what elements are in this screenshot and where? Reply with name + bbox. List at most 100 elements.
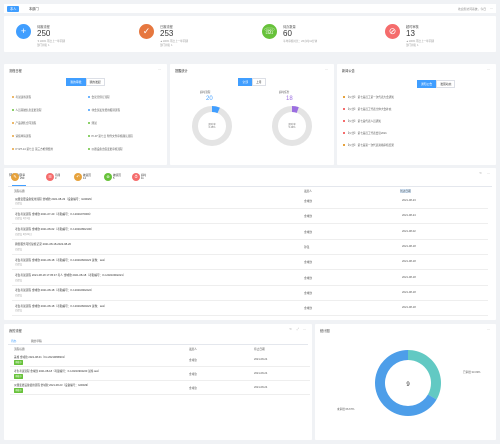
timeout-rate: 超时率 5.49% (288, 123, 296, 129)
stat-pending[interactable]: + 待審流程 250 ▼100% 环比上一年同期 部门排名 1 (4, 16, 127, 52)
more-icon[interactable]: ⋯ (157, 67, 161, 71)
process-item[interactable]: 考试试卷流程 (12, 95, 82, 99)
row-title[interactable]: 仪器变更设备使用流程 金域欣 2021-08-23（设备编号：G00029） (14, 384, 90, 387)
phone-icon: ☏ (262, 24, 277, 39)
timeout-task-count: 18 (286, 96, 293, 102)
stat-timeout[interactable]: ⊘ 超时审核 13 ▲100% 环比上一年同期 部门排名 1 (373, 16, 496, 52)
table-row[interactable]: 仪器变更设备使用流程 金域欣 2021-08-23（设备编号：G00029） 审… (10, 381, 310, 395)
mini-returned[interactable]: ↶ 被退回 14 (72, 173, 91, 182)
expand-icon[interactable]: ⤢ (296, 327, 299, 331)
row-person: 金域欣 (304, 200, 313, 203)
process-item[interactable]: KYZT-14 第七日 第三方检测费用 (12, 147, 82, 151)
process-item[interactable]: 请假申请流程 (12, 134, 82, 138)
stat-todo[interactable]: ☏ 待办数量 60 平均审核时长：26小时11分钟 (250, 16, 373, 52)
row-title[interactable]: 考生考试流程 金域欣 2021-08-02（考勤编号：KJ-2021080210… (15, 228, 94, 232)
table-row[interactable]: 考生考试流程 金域欣 2021-08-02（考勤编号：KJ-2021080210… (12, 225, 488, 240)
tab-notice[interactable]: 通知公告 (417, 80, 437, 88)
row-person: 金域欣 (304, 261, 313, 265)
process-item[interactable]: 测试 (88, 121, 163, 125)
panel-title: 我的流程 (9, 329, 22, 333)
row-date: 2021-08-24 (254, 358, 268, 361)
more-icon[interactable]: ⋯ (486, 67, 490, 71)
col-title: 流程标题 (14, 190, 25, 193)
table-row[interactable]: 考生考试流程 金域欣 2021-08-18（考勤编号：KJ-2021090222… (10, 367, 310, 381)
row-title[interactable]: 销售服务可控复核记录 2021-08-18-2022-08-20 (15, 243, 72, 247)
more-icon[interactable]: ⋯ (486, 171, 490, 175)
table-row[interactable]: 考生考试流程 金域欣 2021-07-20（考勤编号：KJ-2021070009… (12, 209, 488, 225)
tab-all[interactable]: 全部 (238, 78, 252, 86)
notice-item[interactable]: 【公告】 第七届员工第一次代表大会通知 (343, 95, 488, 99)
row-date: 2021-08-02 (402, 229, 416, 233)
tab-my-initiated[interactable]: 我的发起 (85, 78, 105, 86)
table-row[interactable]: 考生考试流程 金域欣 2021-08-18（考勤编号：KJ-2021082022… (12, 255, 488, 271)
table-row[interactable]: 考生考试流程 2021-08-18 17:05:47 考人 金域欣 2021-0… (12, 271, 488, 286)
mini-pending[interactable]: ✎ 待审 250 (9, 173, 25, 182)
refresh-icon[interactable]: ↻ (289, 327, 292, 331)
refresh-icon[interactable]: ↻ (479, 171, 482, 175)
table-row[interactable]: 仪器变更设备使用流程 金域欣 2021-08-23（设备编号：G00029） 已… (12, 194, 488, 209)
notice-item[interactable]: 【公告】 第七届第一次代表资格审核结果 (343, 143, 488, 147)
process-item[interactable]: 人员基础信息变更流程 (12, 108, 82, 112)
reject-icon: ⊗ (104, 173, 112, 181)
process-item[interactable]: 产品销售合同流程 (12, 121, 82, 125)
row-date: 2021-08-24 (402, 214, 416, 218)
status-badge: 审批中 (14, 374, 23, 379)
process-item[interactable]: 会议室预订流程 (88, 95, 163, 99)
process-item[interactable]: 仪器设备出借变更审核流程 (88, 147, 163, 151)
row-title[interactable]: 考生考试流程 金域欣 2021-07-20（考勤编号：KJ-2021070009… (15, 212, 93, 216)
more-icon[interactable]: ⋯ (486, 327, 490, 331)
donut-slice-0[interactable] (408, 350, 441, 400)
remind-panel: 提醒统计 ⋯ 全部 上月 超时流程 20 超时任务 18 超时率 6.45% 超时率… (170, 64, 334, 165)
panel-title: 新闻公告 (342, 69, 355, 73)
notice-item[interactable]: 【公告】 第七届员工代表全体大会补充 (343, 107, 488, 111)
process-item[interactable]: PI-07 第七日 附件文件审核确认流程 (88, 134, 163, 138)
slice-label-unapproved: 未审批 66.67% (337, 408, 355, 411)
tab-news[interactable]: 发展动态 (436, 80, 456, 88)
more-icon[interactable]: ⋯ (490, 6, 493, 10)
row-title[interactable]: 考生考试流程 2021-08-18 17:05:47 考人 金域欣 2021-0… (15, 274, 126, 277)
stat-label: 超时审核 (406, 25, 419, 29)
stat-rank: 部门排名 1 (160, 43, 173, 47)
stat-label: 待審流程 (37, 25, 50, 29)
stat-value: 60 (283, 29, 292, 38)
more-icon[interactable]: ⋯ (302, 327, 306, 331)
timeout-task-label: 超时任务 (279, 91, 290, 94)
table-row[interactable]: 销售服务可控复核记录 2021-08-18-2022-08-20 已提交 孙强 … (12, 240, 488, 255)
stat-value: 253 (160, 29, 174, 38)
row-title[interactable]: 考生考试流程 金域欣 2021-08-18（考勤编号：KJ-2021082022… (15, 258, 107, 262)
row-title[interactable]: 考生考试流程 金域欣 2021-08-18（考勤编号：KJ-2021082022… (15, 304, 107, 308)
row-status: 已提交 (15, 247, 23, 251)
tab-self[interactable]: 本人 (7, 5, 20, 12)
timeout-process-count: 20 (206, 96, 213, 102)
row-title[interactable]: 仪器变更设备使用流程 金域欣 2021-08-23（设备编号：G00029） (15, 197, 94, 201)
mini-rejected[interactable]: ⊗ 被驳回 5 (102, 173, 121, 182)
approval-donut-chart (375, 350, 441, 416)
table-row[interactable]: 差旅 金域欣 2021-08-01（KJ-20210808201） 审批中 金域… (10, 353, 310, 367)
tab-my-approval[interactable]: 我的审批 (66, 78, 86, 86)
process-tabs: 我的审批 我的发起 (4, 78, 167, 86)
process-item[interactable]: 非会议发生费用报销流程 (88, 108, 163, 112)
more-icon[interactable]: ⋯ (324, 67, 328, 71)
row-title[interactable]: 考生考试流程 金域欣 2021-08-18（考勤编号：KJ-2021090222… (14, 370, 101, 373)
tab-todo[interactable]: 待办 (11, 340, 17, 343)
table-row[interactable]: 考生考试流程 金域欣 2021-08-18（考勤编号：KJ-2021090222… (12, 286, 488, 301)
row-person: 金域欣 (304, 215, 313, 219)
notice-item[interactable]: 【公告】 第七届员工代表会议2021 (343, 131, 488, 135)
mini-read[interactable]: ☰ 待阅 3 (44, 173, 60, 182)
remind-tabs: 全部 上月 (170, 78, 334, 86)
tab-last-month[interactable]: 上月 (252, 78, 266, 86)
row-title[interactable]: 差旅 金域欣 2021-08-01（KJ-20210808201） (14, 356, 67, 359)
row-title[interactable]: 考生考试流程 金域欣 2021-08-18（考勤编号：KJ-2021090222… (15, 289, 94, 293)
col-date[interactable]: 到达日期 (400, 189, 411, 193)
tab-drafts[interactable]: 我的草稿 (31, 340, 42, 343)
plus-icon: + (16, 24, 31, 39)
donut-slice-1[interactable] (375, 350, 437, 416)
notice-item[interactable]: 【公告】 第七届代表人员通知 (343, 119, 488, 123)
stat-approved[interactable]: ✓ 已審流程 253 ▲100% 环比上一年同期 部门排名 1 (127, 16, 250, 52)
table-row[interactable]: 考生考试流程 金域欣 2021-08-18（考勤编号：KJ-2021082022… (12, 301, 488, 317)
tab-department[interactable]: 本部门 (29, 6, 39, 11)
stat-sub: ▲100% 环比上一年同期 (160, 40, 189, 43)
row-person: 金域欣 (304, 276, 313, 280)
mini-overtime[interactable]: ⏱ 超时 11 (130, 173, 146, 182)
